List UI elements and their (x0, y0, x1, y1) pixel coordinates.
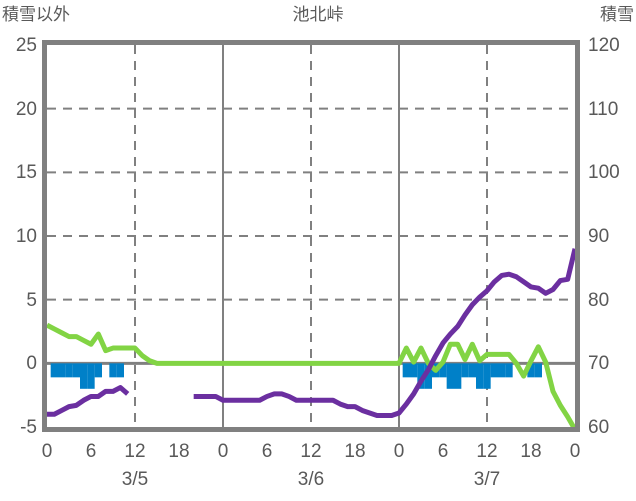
plot-area (42, 40, 580, 432)
right-tick-100: 100 (588, 162, 620, 184)
snow-depth-line (47, 322, 575, 427)
left-tick-15: 15 (15, 162, 37, 184)
right-tick-80: 80 (588, 289, 610, 311)
x-hour-tick-5: 6 (261, 441, 273, 462)
x-hour-tick-2: 12 (124, 441, 146, 462)
x-hour-tick-7: 18 (344, 441, 366, 462)
left-tick-20: 20 (15, 98, 37, 120)
left-axis-title: 積雪以外 (2, 5, 70, 24)
temperature-line (47, 248, 575, 419)
x-hour-tick-4: 0 (217, 441, 229, 462)
x-day-label-3-5: 3/5 (121, 469, 149, 490)
x-hour-tick-9: 6 (437, 441, 449, 462)
right-tick-90: 90 (588, 226, 610, 247)
x-hour-tick-6: 12 (300, 441, 322, 462)
x-hour-tick-10: 12 (476, 441, 498, 462)
x-day-label-3-6: 3/6 (297, 469, 325, 490)
x-hour-tick-11: 18 (520, 441, 542, 462)
right-axis-tick-labels: 120 110 100 90 80 70 60 (588, 0, 636, 501)
right-tick-70: 70 (588, 353, 610, 375)
x-hour-tick-3: 18 (168, 441, 190, 462)
left-tick--5: -5 (20, 417, 37, 438)
page-title: 池北峠 (292, 5, 344, 24)
x-hour-tick-12: 0 (569, 441, 581, 462)
x-hour-tick-8: 0 (393, 441, 405, 462)
left-axis-tick-labels: 25 20 15 10 5 0 -5 (0, 0, 37, 501)
left-tick-0: 0 (26, 353, 37, 375)
x-day-label-3-7: 3/7 (473, 469, 501, 490)
right-tick-110: 110 (588, 98, 619, 120)
right-tick-60: 60 (588, 417, 610, 438)
left-tick-10: 10 (15, 226, 37, 247)
x-hour-tick-1: 6 (85, 441, 97, 462)
left-tick-25: 25 (15, 35, 37, 56)
chart-canvas (47, 45, 575, 427)
right-axis-title: 積雪 (600, 5, 634, 24)
left-tick-5: 5 (26, 289, 37, 311)
x-hour-tick-0: 0 (41, 441, 53, 462)
plot-frame (42, 40, 580, 432)
right-tick-120: 120 (588, 35, 620, 56)
precipitation-bars (50, 363, 542, 389)
